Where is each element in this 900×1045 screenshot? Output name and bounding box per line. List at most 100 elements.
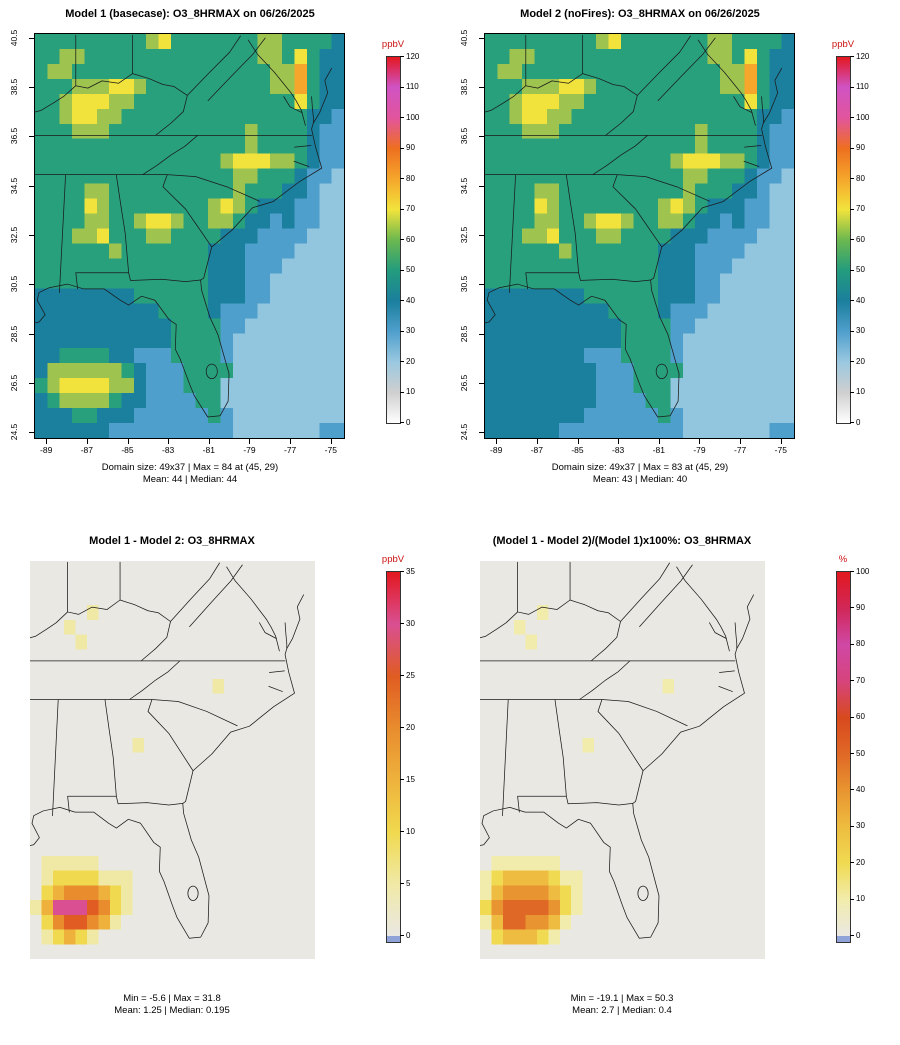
- y-axis-tick: [29, 136, 34, 138]
- x-axis-tick-label: -85: [571, 445, 584, 455]
- colorbar-tick-label: 50: [406, 265, 415, 274]
- colorbar-tick: [850, 789, 854, 791]
- ozone-raster: [35, 34, 344, 438]
- colorbar-negative-sliver: [387, 936, 400, 942]
- x-axis-tick-label: -87: [530, 445, 543, 455]
- colorbar-tick: [400, 422, 404, 423]
- stats-line-1: Min = -5.6 | Max = 31.8: [123, 993, 221, 1004]
- y-axis-tick-label: 28.5: [9, 325, 19, 342]
- y-axis-tick-label: 38.5: [9, 78, 19, 96]
- difference-raster: [30, 561, 315, 959]
- colorbar: [836, 56, 851, 424]
- colorbar-tick: [850, 239, 854, 240]
- x-axis-tick: [86, 439, 88, 444]
- y-axis-tick: [479, 185, 484, 187]
- stats-line-2: Mean: 43 | Median: 40: [592, 474, 688, 485]
- x-axis-tick-label: -89: [490, 445, 503, 455]
- y-axis-tick: [479, 432, 484, 434]
- colorbar-tick-label: 70: [406, 204, 415, 213]
- colorbar-tick: [850, 330, 854, 332]
- colorbar-tick: [400, 330, 404, 332]
- x-axis-tick: [699, 439, 701, 444]
- colorbar-tick-label: 50: [856, 748, 865, 758]
- stats-line-1: Domain size: 49x37 | Max = 83 at (45, 29…: [551, 462, 729, 473]
- x-axis-tick-label: -87: [80, 445, 93, 455]
- y-axis-tick: [479, 235, 484, 236]
- colorbar-tick: [400, 391, 404, 393]
- colorbar-tick-label: 20: [856, 356, 865, 366]
- geo-outline-path: [734, 68, 782, 166]
- colorbar-tick: [850, 300, 854, 301]
- x-axis-tick: [618, 439, 620, 444]
- y-axis-tick: [29, 37, 34, 39]
- colorbar-tick-label: 60: [406, 234, 415, 244]
- map-difference: [30, 561, 315, 959]
- state-outline-overlay: [35, 34, 344, 438]
- stats-line-2: Mean: 44 | Median: 44: [142, 474, 238, 485]
- x-axis-tick: [330, 439, 332, 444]
- y-axis-tick-label: 28.5: [459, 325, 469, 342]
- colorbar-tick: [850, 716, 854, 718]
- colorbar-tick-label: 50: [856, 265, 865, 274]
- y-axis-tick-label: 36.5: [459, 128, 469, 145]
- x-axis-tick-label: -75: [324, 445, 337, 455]
- colorbar: [836, 571, 851, 943]
- y-axis-tick-label: 40.5: [459, 29, 469, 47]
- colorbar-tick: [850, 391, 854, 393]
- colorbar-tick: [400, 86, 404, 88]
- colorbar-tick: [850, 56, 854, 57]
- panel-difference: Model 1 - Model 2: O3_8HRMAX ppbV 0 5 10 15…: [0, 523, 450, 1045]
- y-axis-tick-label: 30.5: [9, 276, 19, 293]
- map-model1: [34, 33, 345, 439]
- colorbar-tick: [850, 269, 854, 271]
- geo-outline-path: [35, 93, 328, 417]
- y-axis-tick: [479, 333, 484, 335]
- panel-title: (Model 1 - Model 2)/(Model 1)x100%: O3_8…: [492, 535, 752, 547]
- y-axis-tick-label: 26.5: [459, 374, 469, 392]
- x-axis-tick-label: -77: [283, 445, 297, 455]
- x-axis-tick: [249, 439, 251, 444]
- colorbar-tick: [400, 883, 404, 884]
- x-axis-tick: [780, 439, 782, 444]
- colorbar-negative-sliver: [837, 936, 850, 942]
- colorbar-tick: [850, 935, 854, 936]
- y-axis-tick-label: 40.5: [9, 29, 19, 47]
- y-axis-tick: [479, 87, 484, 89]
- colorbar-tick: [400, 831, 404, 832]
- x-axis-tick-label: -81: [652, 445, 665, 455]
- colorbar-gradient: [837, 57, 850, 423]
- colorbar-tick-label: 20: [406, 356, 415, 366]
- y-axis-tick: [29, 382, 34, 384]
- colorbar-tick-label: 100: [856, 112, 870, 122]
- colorbar: [386, 571, 401, 943]
- colorbar-tick: [850, 571, 854, 572]
- colorbar-tick-label: 0: [406, 417, 411, 427]
- colorbar-tick-label: 90: [856, 143, 865, 152]
- colorbar-tick: [400, 147, 404, 149]
- y-axis-tick-label: 36.5: [9, 128, 19, 145]
- colorbar-tick-label: 120: [406, 51, 420, 61]
- colorbar-tick-label: 110: [856, 82, 869, 91]
- y-axis-tick-label: 24.5: [459, 423, 469, 441]
- colorbar-tick-label: 10: [856, 387, 865, 396]
- x-axis-tick-label: -85: [121, 445, 134, 455]
- geo-outline-path: [284, 68, 332, 166]
- x-axis-tick: [46, 439, 48, 444]
- y-axis-tick: [479, 382, 484, 384]
- colorbar-tick: [850, 178, 854, 179]
- colorbar-tick: [400, 300, 404, 301]
- colorbar-tick-label: 10: [406, 826, 415, 836]
- map-model2: [484, 33, 795, 439]
- colorbar-tick: [400, 623, 404, 624]
- colorbar-tick: [400, 361, 404, 362]
- colorbar-unit-label: ppbV: [831, 39, 855, 50]
- colorbar-tick-label: 35: [406, 566, 415, 576]
- colorbar-unit-label: ppbV: [381, 39, 405, 50]
- colorbar-tick: [850, 361, 854, 362]
- colorbar-tick-label: 120: [856, 51, 870, 61]
- state-outline-overlay: [485, 34, 794, 438]
- colorbar-tick: [400, 178, 404, 179]
- colorbar-tick-label: 60: [856, 712, 865, 722]
- colorbar-gradient: [387, 572, 400, 936]
